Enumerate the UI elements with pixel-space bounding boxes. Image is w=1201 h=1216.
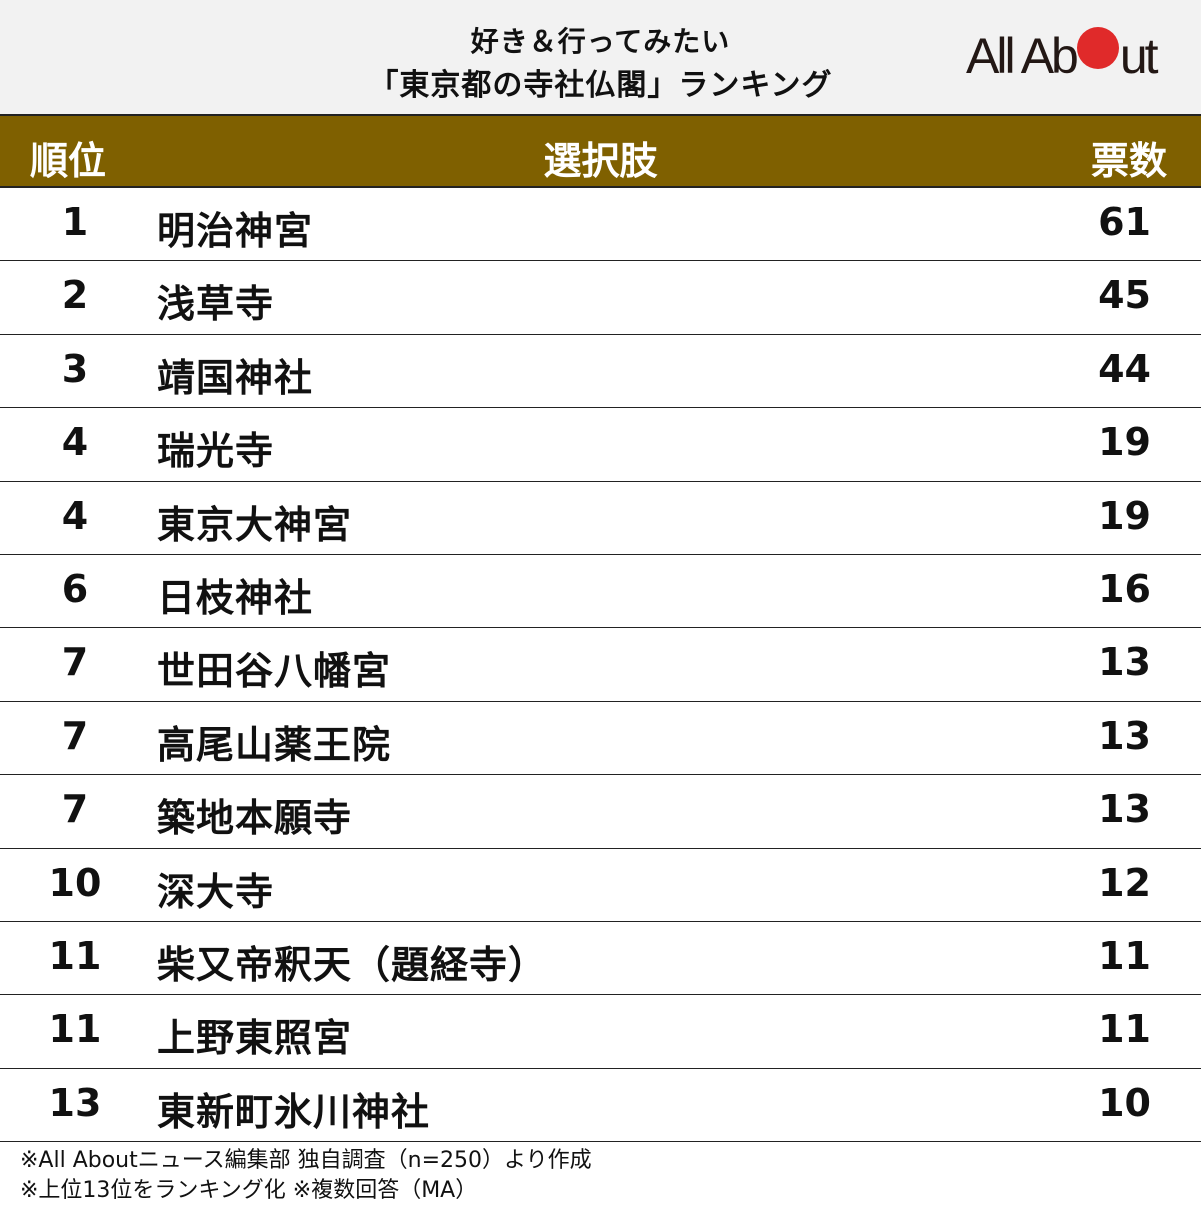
rank-cell: 11: [48, 1007, 102, 1052]
rank-cell: 11: [48, 933, 102, 978]
name-cell: 高尾山薬王院: [157, 722, 392, 767]
votes-cell: 19: [1098, 493, 1151, 538]
votes-cell: 44: [1098, 346, 1151, 391]
column-header-votes: 票数: [1090, 139, 1167, 183]
name-cell: 明治神宮: [157, 209, 314, 253]
votes-cell: 45: [1098, 273, 1151, 318]
table-row: 6 日枝神社 16: [0, 555, 1201, 629]
name-cell: 深大寺: [157, 869, 275, 914]
table-row: 11 上野東照宮 11: [0, 995, 1201, 1069]
votes-cell: 19: [1098, 420, 1151, 465]
rank-cell: 10: [48, 860, 102, 905]
title-line-1: 好き＆行ってみたい: [470, 25, 731, 58]
votes-cell: 16: [1098, 566, 1151, 611]
rank-cell: 6: [61, 566, 89, 611]
footer-note-source: ※All Aboutニュース編集部 独自調査（n=250）より作成: [20, 1148, 592, 1173]
rank-cell: 2: [61, 273, 89, 318]
name-cell: 柴又帝釈天（題経寺）: [157, 942, 548, 987]
column-header-name: 選択肢: [543, 139, 658, 183]
votes-cell: 13: [1098, 713, 1151, 758]
table-row: 4 東京大神宮 19: [0, 482, 1201, 555]
name-cell: 浅草寺: [157, 282, 275, 327]
logo-text-end: ut: [1119, 28, 1159, 84]
votes-cell: 11: [1098, 1007, 1151, 1052]
rank-cell: 3: [61, 346, 89, 391]
table-row: 7 築地本願寺 13: [0, 775, 1201, 849]
table-row: 10 深大寺 12: [0, 849, 1201, 922]
table-row: 1 明治神宮 61: [0, 188, 1201, 262]
rank-cell: 7: [61, 787, 89, 832]
logo-text-start: All Ab: [966, 28, 1079, 84]
column-header-rank: 順位: [30, 139, 107, 183]
rank-cell: 1: [61, 200, 89, 244]
name-cell: 築地本願寺: [157, 796, 353, 841]
votes-cell: 11: [1098, 933, 1151, 978]
name-cell: 靖国神社: [157, 355, 314, 400]
table-row: 7 高尾山薬王院 13: [0, 702, 1201, 776]
votes-cell: 13: [1098, 787, 1151, 832]
all-about-logo: All Ab ut: [966, 27, 1159, 84]
votes-cell: 61: [1098, 200, 1151, 244]
rank-cell: 7: [61, 640, 89, 685]
table-row: 7 世田谷八幡宮 13: [0, 628, 1201, 702]
ranking-table-body: 1 明治神宮 61 2 浅草寺 45 3 靖国神社 44 4 瑞光寺 19 4 東京大神宮 19 6 日枝神社 1…: [0, 188, 1201, 1143]
votes-cell: 13: [1098, 640, 1151, 685]
footer-notes: ※All Aboutニュース編集部 独自調査（n=250）より作成 ※上位13位…: [20, 1146, 592, 1206]
rank-cell: 4: [61, 420, 89, 465]
name-cell: 瑞光寺: [157, 429, 275, 474]
table-row: 4 瑞光寺 19: [0, 408, 1201, 482]
title-line-2: 「東京都の寺社仏閣」ランキング: [368, 68, 833, 103]
votes-cell: 12: [1098, 860, 1151, 905]
name-cell: 日枝神社: [157, 575, 314, 620]
rank-cell: 13: [48, 1080, 102, 1125]
table-header: 順位 選択肢 票数: [0, 114, 1201, 188]
table-row: 3 靖国神社 44: [0, 335, 1201, 409]
table-row: 11 柴又帝釈天（題経寺） 11: [0, 922, 1201, 996]
name-cell: 東新町氷川神社: [157, 1089, 431, 1134]
name-cell: 世田谷八幡宮: [157, 649, 392, 694]
name-cell: 上野東照宮: [157, 1016, 353, 1061]
footer-note-method: ※上位13位をランキング化 ※複数回答（MA）: [20, 1178, 478, 1203]
logo-red-dot-icon: [1076, 27, 1119, 69]
rank-cell: 7: [61, 713, 89, 758]
title-band: 好き＆行ってみたい 「東京都の寺社仏閣」ランキング All Ab ut: [0, 0, 1201, 114]
rank-cell: 4: [61, 493, 89, 538]
votes-cell: 10: [1098, 1080, 1151, 1125]
table-row: 2 浅草寺 45: [0, 261, 1201, 335]
name-cell: 東京大神宮: [157, 502, 353, 547]
table-row: 13 東新町氷川神社 10: [0, 1069, 1201, 1143]
